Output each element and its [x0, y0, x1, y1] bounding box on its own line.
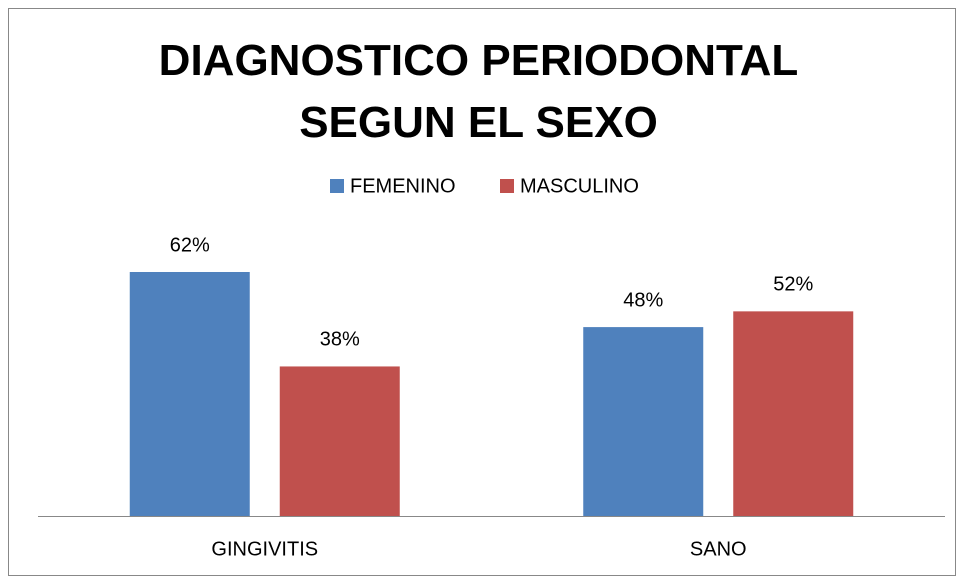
- bar: [279, 366, 400, 516]
- bar: [129, 272, 250, 516]
- x-tick-label: SANO: [690, 538, 747, 560]
- data-label: 48%: [623, 289, 663, 311]
- bar: [733, 311, 854, 516]
- data-label: 62%: [170, 234, 210, 256]
- legend-label: FEMENINO: [350, 175, 456, 197]
- bar: [583, 327, 704, 516]
- data-label: 38%: [320, 329, 360, 351]
- x-tick-label: GINGIVITIS: [211, 538, 318, 560]
- data-label: 52%: [773, 274, 813, 296]
- chart-title: DIAGNOSTICO PERIODONTAL SEGUN EL SEXO: [158, 36, 799, 147]
- legend-swatch: [500, 179, 514, 193]
- legend-swatch: [330, 179, 344, 193]
- legend-label: MASCULINO: [520, 175, 639, 197]
